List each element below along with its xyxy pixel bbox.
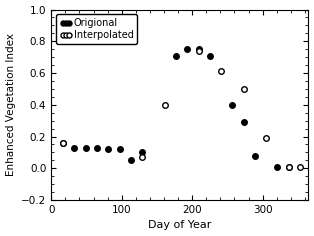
Y-axis label: Enhanced Vegetation Index: Enhanced Vegetation Index xyxy=(6,33,16,176)
Origional xyxy=(106,148,110,151)
Origional xyxy=(230,103,234,106)
Interpolated xyxy=(219,70,223,73)
Origional xyxy=(197,48,200,51)
Interpolated xyxy=(61,141,65,144)
Origional xyxy=(95,146,99,149)
Origional xyxy=(84,146,88,149)
Interpolated xyxy=(163,103,166,106)
Origional xyxy=(276,165,279,168)
Interpolated xyxy=(242,88,246,90)
Origional xyxy=(253,154,257,157)
Legend: Origional, Interpolated: Origional, Interpolated xyxy=(56,14,137,44)
Origional xyxy=(140,151,144,154)
Origional xyxy=(185,48,189,51)
Interpolated xyxy=(197,49,200,52)
Origional xyxy=(242,121,246,124)
Origional xyxy=(61,141,65,144)
Origional xyxy=(118,148,122,151)
Origional xyxy=(287,165,290,168)
Interpolated xyxy=(140,156,144,159)
Interpolated xyxy=(298,165,302,168)
Interpolated xyxy=(287,165,290,168)
Origional xyxy=(174,54,178,57)
Interpolated xyxy=(264,137,268,139)
Origional xyxy=(129,159,133,162)
Origional xyxy=(208,54,212,57)
Origional xyxy=(73,146,76,149)
Line: Interpolated: Interpolated xyxy=(60,48,303,169)
X-axis label: Day of Year: Day of Year xyxy=(148,220,212,230)
Line: Origional: Origional xyxy=(60,46,291,169)
